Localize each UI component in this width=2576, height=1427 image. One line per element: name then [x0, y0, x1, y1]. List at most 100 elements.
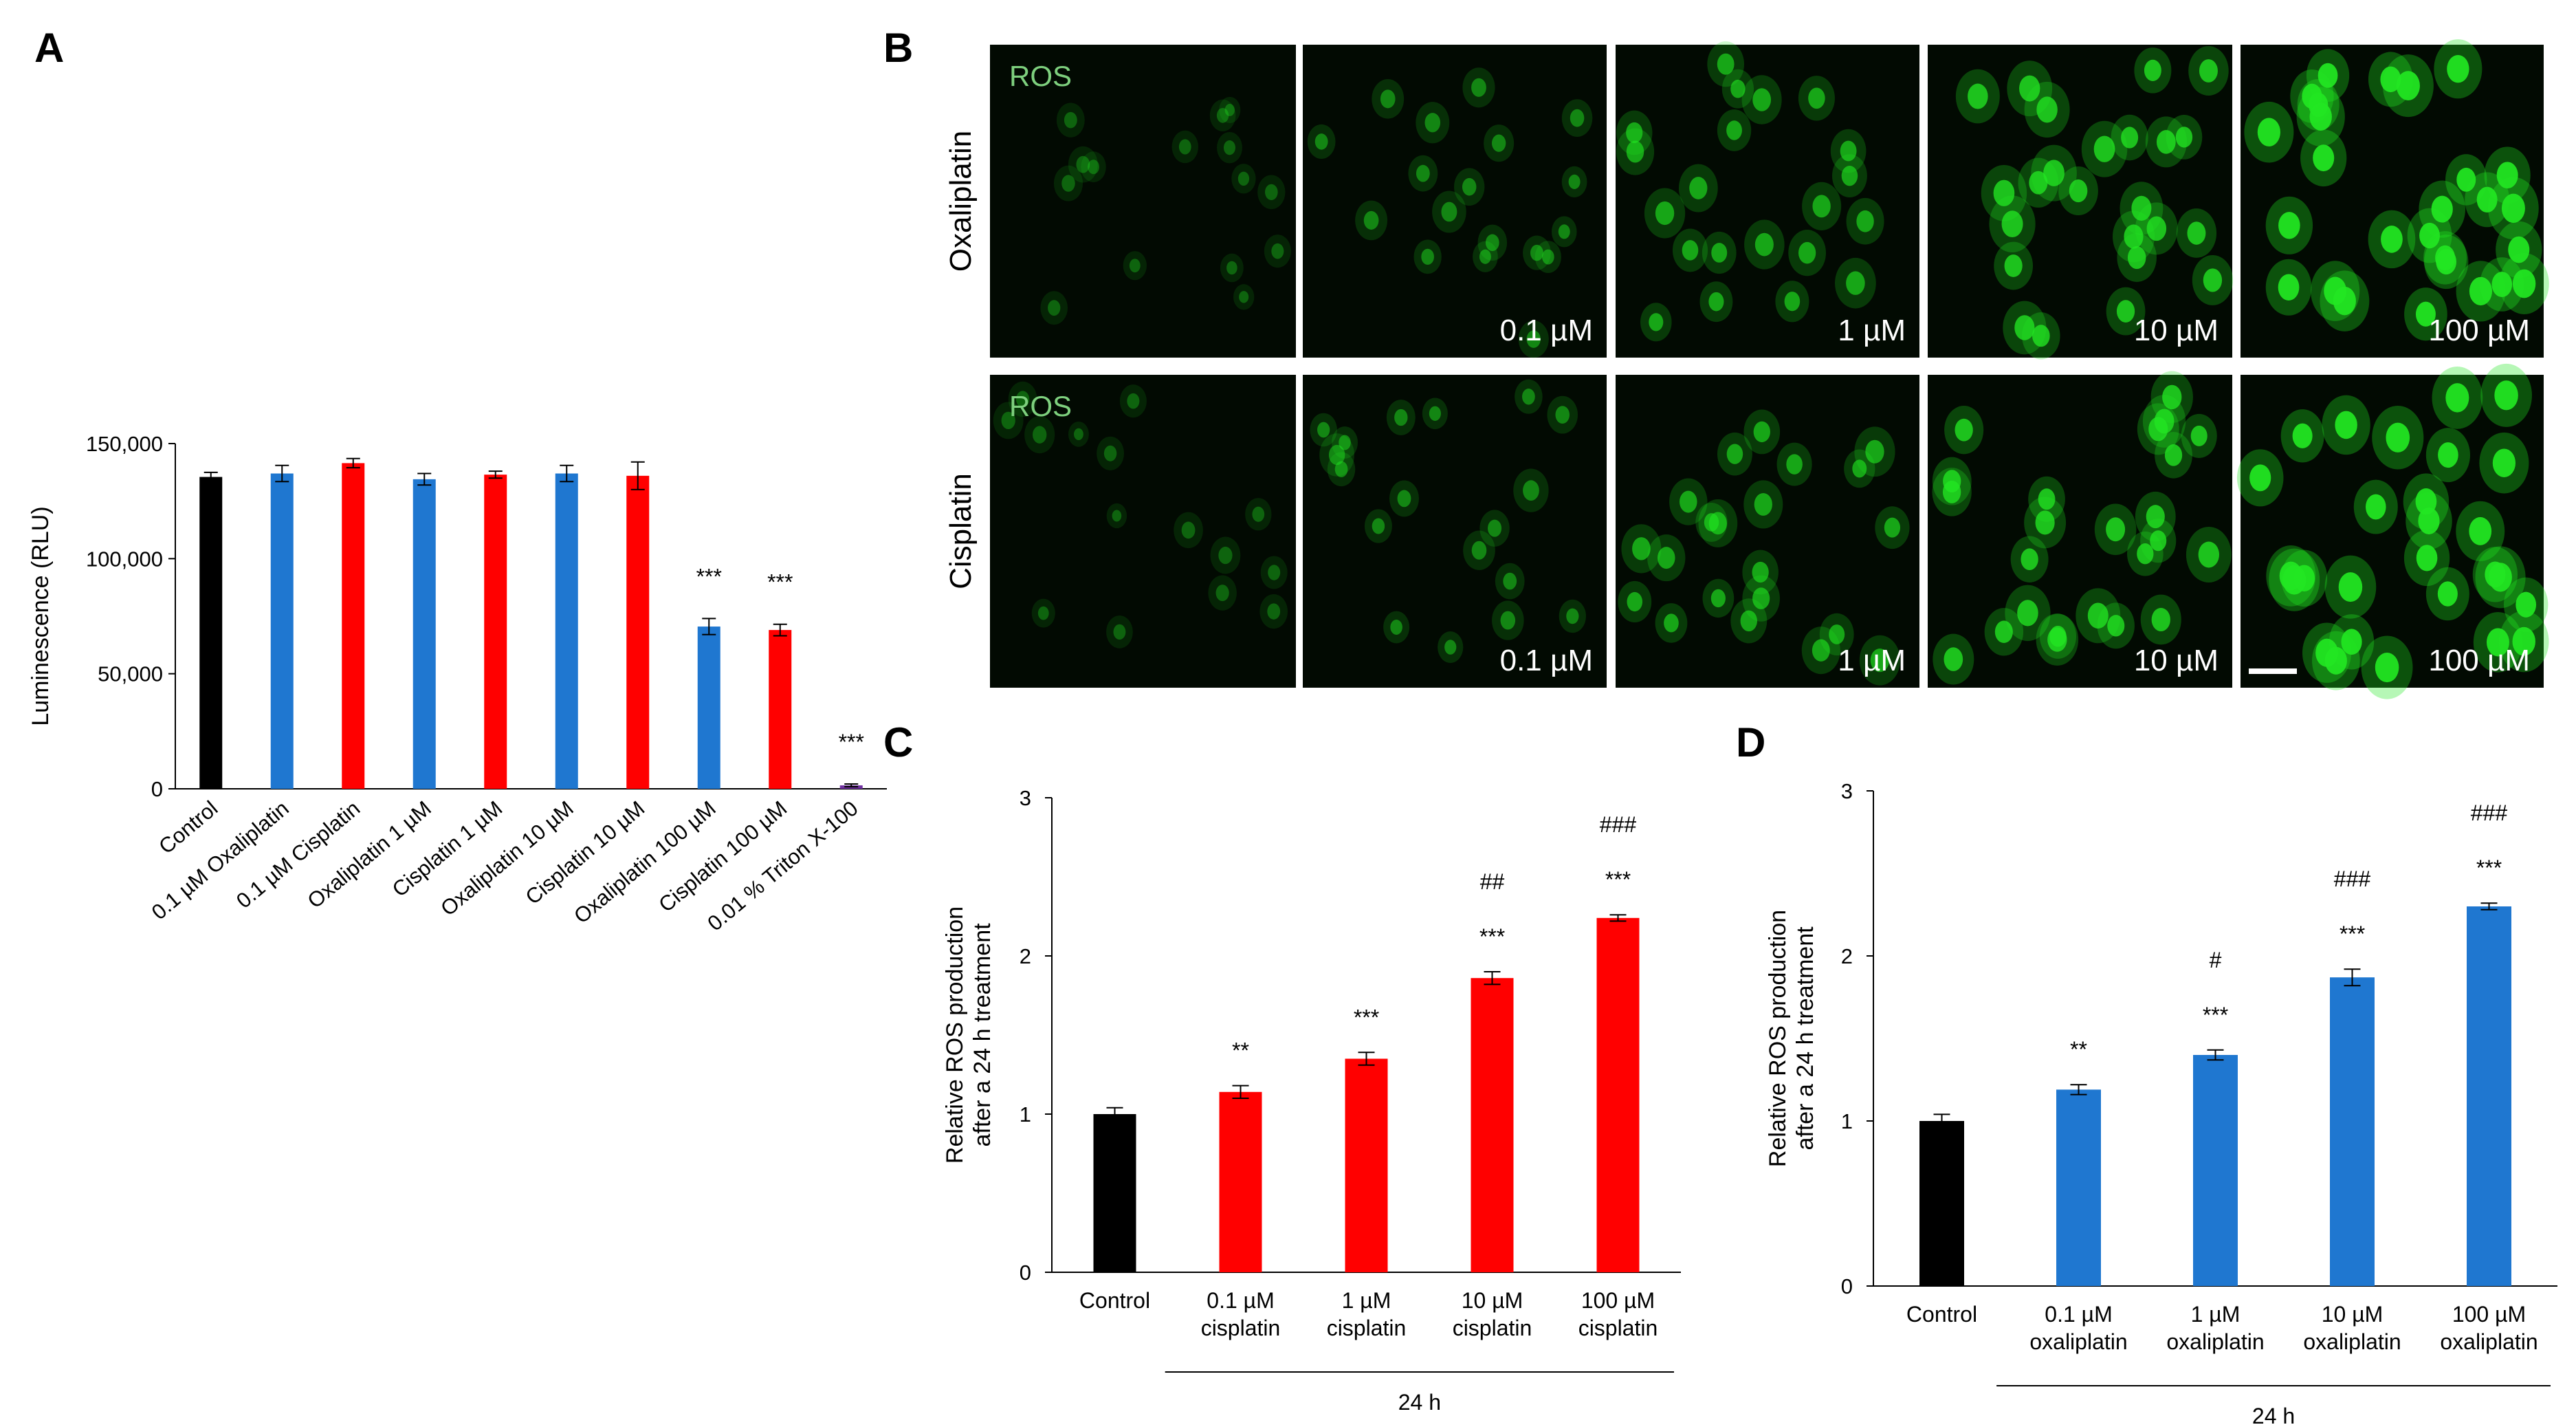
a-significance-label: ***	[696, 564, 722, 589]
chart-c-y-tick-label: 0	[1020, 1261, 1031, 1285]
ros-cell-halo	[1559, 599, 1587, 633]
ros-cell-nucleus	[1570, 109, 1585, 127]
ros-cell-nucleus	[2069, 179, 2088, 203]
ros-cell-halo	[1233, 284, 1255, 310]
ros-cell-halo	[1174, 512, 1203, 549]
ros-cell-nucleus	[1064, 111, 1077, 129]
ros-cell-nucleus	[2036, 96, 2058, 123]
ros-cell-halo	[1217, 131, 1242, 164]
ros-cell-nucleus	[2146, 216, 2167, 241]
ros-cell-nucleus	[1708, 292, 1724, 312]
ros-cell-nucleus	[1754, 232, 1774, 257]
chart-c-x-tick-label: cisplatin	[1327, 1316, 1407, 1340]
ros-cell-nucleus	[2249, 464, 2271, 492]
chart-c-y-axis-label-line: Relative ROS production	[942, 906, 968, 1164]
ros-cell-halo	[1386, 400, 1416, 435]
ros-cell-nucleus	[1421, 248, 1434, 265]
ros-cell-nucleus	[1271, 243, 1284, 259]
ros-cell-nucleus	[2257, 118, 2280, 146]
ros-cell-nucleus	[1840, 140, 1857, 162]
ros-cell-nucleus	[1216, 107, 1229, 123]
chart-c-y-axis-label-line: after a 24 h treatment	[969, 923, 995, 1147]
chart-a-luminescence: 0 50,000 100,000 150,000 Luminescence (RLU) C…	[27, 432, 887, 935]
ros-cell-nucleus	[2380, 66, 2401, 93]
ros-cell-nucleus	[1710, 589, 1726, 608]
a-bar	[342, 463, 365, 789]
ros-cell-halo	[1364, 509, 1392, 543]
chart-c-bar	[1471, 978, 1514, 1272]
ros-cell-nucleus	[1485, 234, 1499, 252]
chart-d-y-axis-label-line: Relative ROS production	[1765, 910, 1791, 1167]
ros-cell-halo	[1422, 397, 1448, 430]
ros-cell-nucleus	[1267, 603, 1281, 620]
ros-cell-nucleus	[1752, 587, 1770, 609]
chart-c-bar	[1093, 1114, 1136, 1272]
ros-cell-nucleus	[1993, 179, 2015, 206]
chart-c-bar	[1219, 1091, 1262, 1272]
a-bar	[199, 477, 223, 789]
chart-d-significance-label-2: ###	[2471, 800, 2508, 825]
chart-c-group-label: 24 h	[1398, 1390, 1441, 1415]
chart-d-bar	[2056, 1089, 2101, 1286]
ros-cell-nucleus	[1076, 155, 1090, 173]
ros-cell-nucleus	[1944, 647, 1963, 671]
ros-cell-nucleus	[1252, 506, 1265, 522]
micrograph-panel	[1303, 45, 1607, 358]
ros-cell-nucleus	[1994, 620, 2013, 644]
ros-cell-halo	[993, 402, 1024, 439]
ros-cell-nucleus	[1726, 444, 1743, 464]
ros-cell-nucleus	[1752, 88, 1772, 111]
ros-cell-nucleus	[1363, 210, 1379, 230]
ros-cell-halo	[1463, 530, 1495, 570]
ros-cell-halo	[1462, 67, 1495, 108]
ros-cell-halo	[1523, 235, 1551, 270]
panel-letter-d: D	[1736, 719, 1765, 765]
ros-cell-nucleus	[1416, 164, 1430, 182]
ros-cell-nucleus	[1884, 517, 1901, 538]
chart-d-x-tick-label: Control	[1906, 1302, 1977, 1327]
ros-cell-nucleus	[1001, 411, 1015, 430]
micrograph-panel	[1303, 375, 1607, 688]
ros-cell-halo	[1389, 480, 1419, 517]
a-y-axis-label: Luminescence (RLU)	[27, 506, 54, 726]
ros-cell-nucleus	[2043, 160, 2065, 186]
ros-cell-nucleus	[2491, 272, 2513, 297]
ros-cell-halo	[1547, 395, 1578, 434]
ros-cell-nucleus	[2038, 488, 2056, 510]
ros-cell-nucleus	[2004, 254, 2023, 277]
ros-cell-halo	[1008, 381, 1037, 417]
ros-cell-nucleus	[1664, 613, 1679, 633]
ros-cell-nucleus	[1726, 120, 1742, 140]
ros-cell-nucleus	[1704, 513, 1719, 532]
ros-cell-nucleus	[2019, 75, 2040, 102]
ros-cell-nucleus	[1127, 393, 1140, 409]
ros-cell-nucleus	[1841, 165, 1858, 186]
ros-cell-halo	[1561, 166, 1587, 197]
ros-cell-halo	[1210, 536, 1241, 574]
ros-cell-nucleus	[2416, 545, 2438, 571]
chart-c-y-axis-label: Relative ROS productionafter a 24 h trea…	[942, 906, 995, 1164]
chart-d-x-tick-label: 0.1 µM	[2045, 1302, 2112, 1327]
ros-cell-nucleus	[2445, 383, 2469, 413]
ros-cell-halo	[1477, 224, 1508, 261]
ros-cell-nucleus	[2137, 543, 2154, 565]
chart-c-x-tick-label: cisplatin	[1578, 1316, 1658, 1340]
chart-d-significance-label: ***	[2476, 856, 2502, 880]
chart-d-x-tick-label: oxaliplatin	[2303, 1329, 2401, 1354]
chart-d-bar	[2467, 906, 2511, 1286]
chart-d-x-tick-label: oxaliplatin	[2166, 1329, 2264, 1354]
ros-cell-halo	[1479, 510, 1510, 547]
ros-cell-nucleus	[2512, 269, 2536, 298]
ros-cell-nucleus	[1397, 490, 1411, 508]
ros-cell-halo	[1432, 190, 1466, 233]
chart-c-x-tick-label: Control	[1079, 1288, 1150, 1313]
ros-cell-nucleus	[1265, 184, 1278, 200]
ros-cell-nucleus	[2047, 627, 2067, 652]
ros-cell-nucleus	[2106, 517, 2126, 542]
ros-cell-nucleus	[2198, 541, 2220, 568]
ros-cell-nucleus	[2127, 246, 2146, 270]
ros-cell-nucleus	[2419, 222, 2440, 249]
ros-cell-nucleus	[1846, 271, 1865, 295]
ros-cell-nucleus	[2333, 286, 2356, 316]
ros-cell-nucleus	[2124, 224, 2144, 249]
